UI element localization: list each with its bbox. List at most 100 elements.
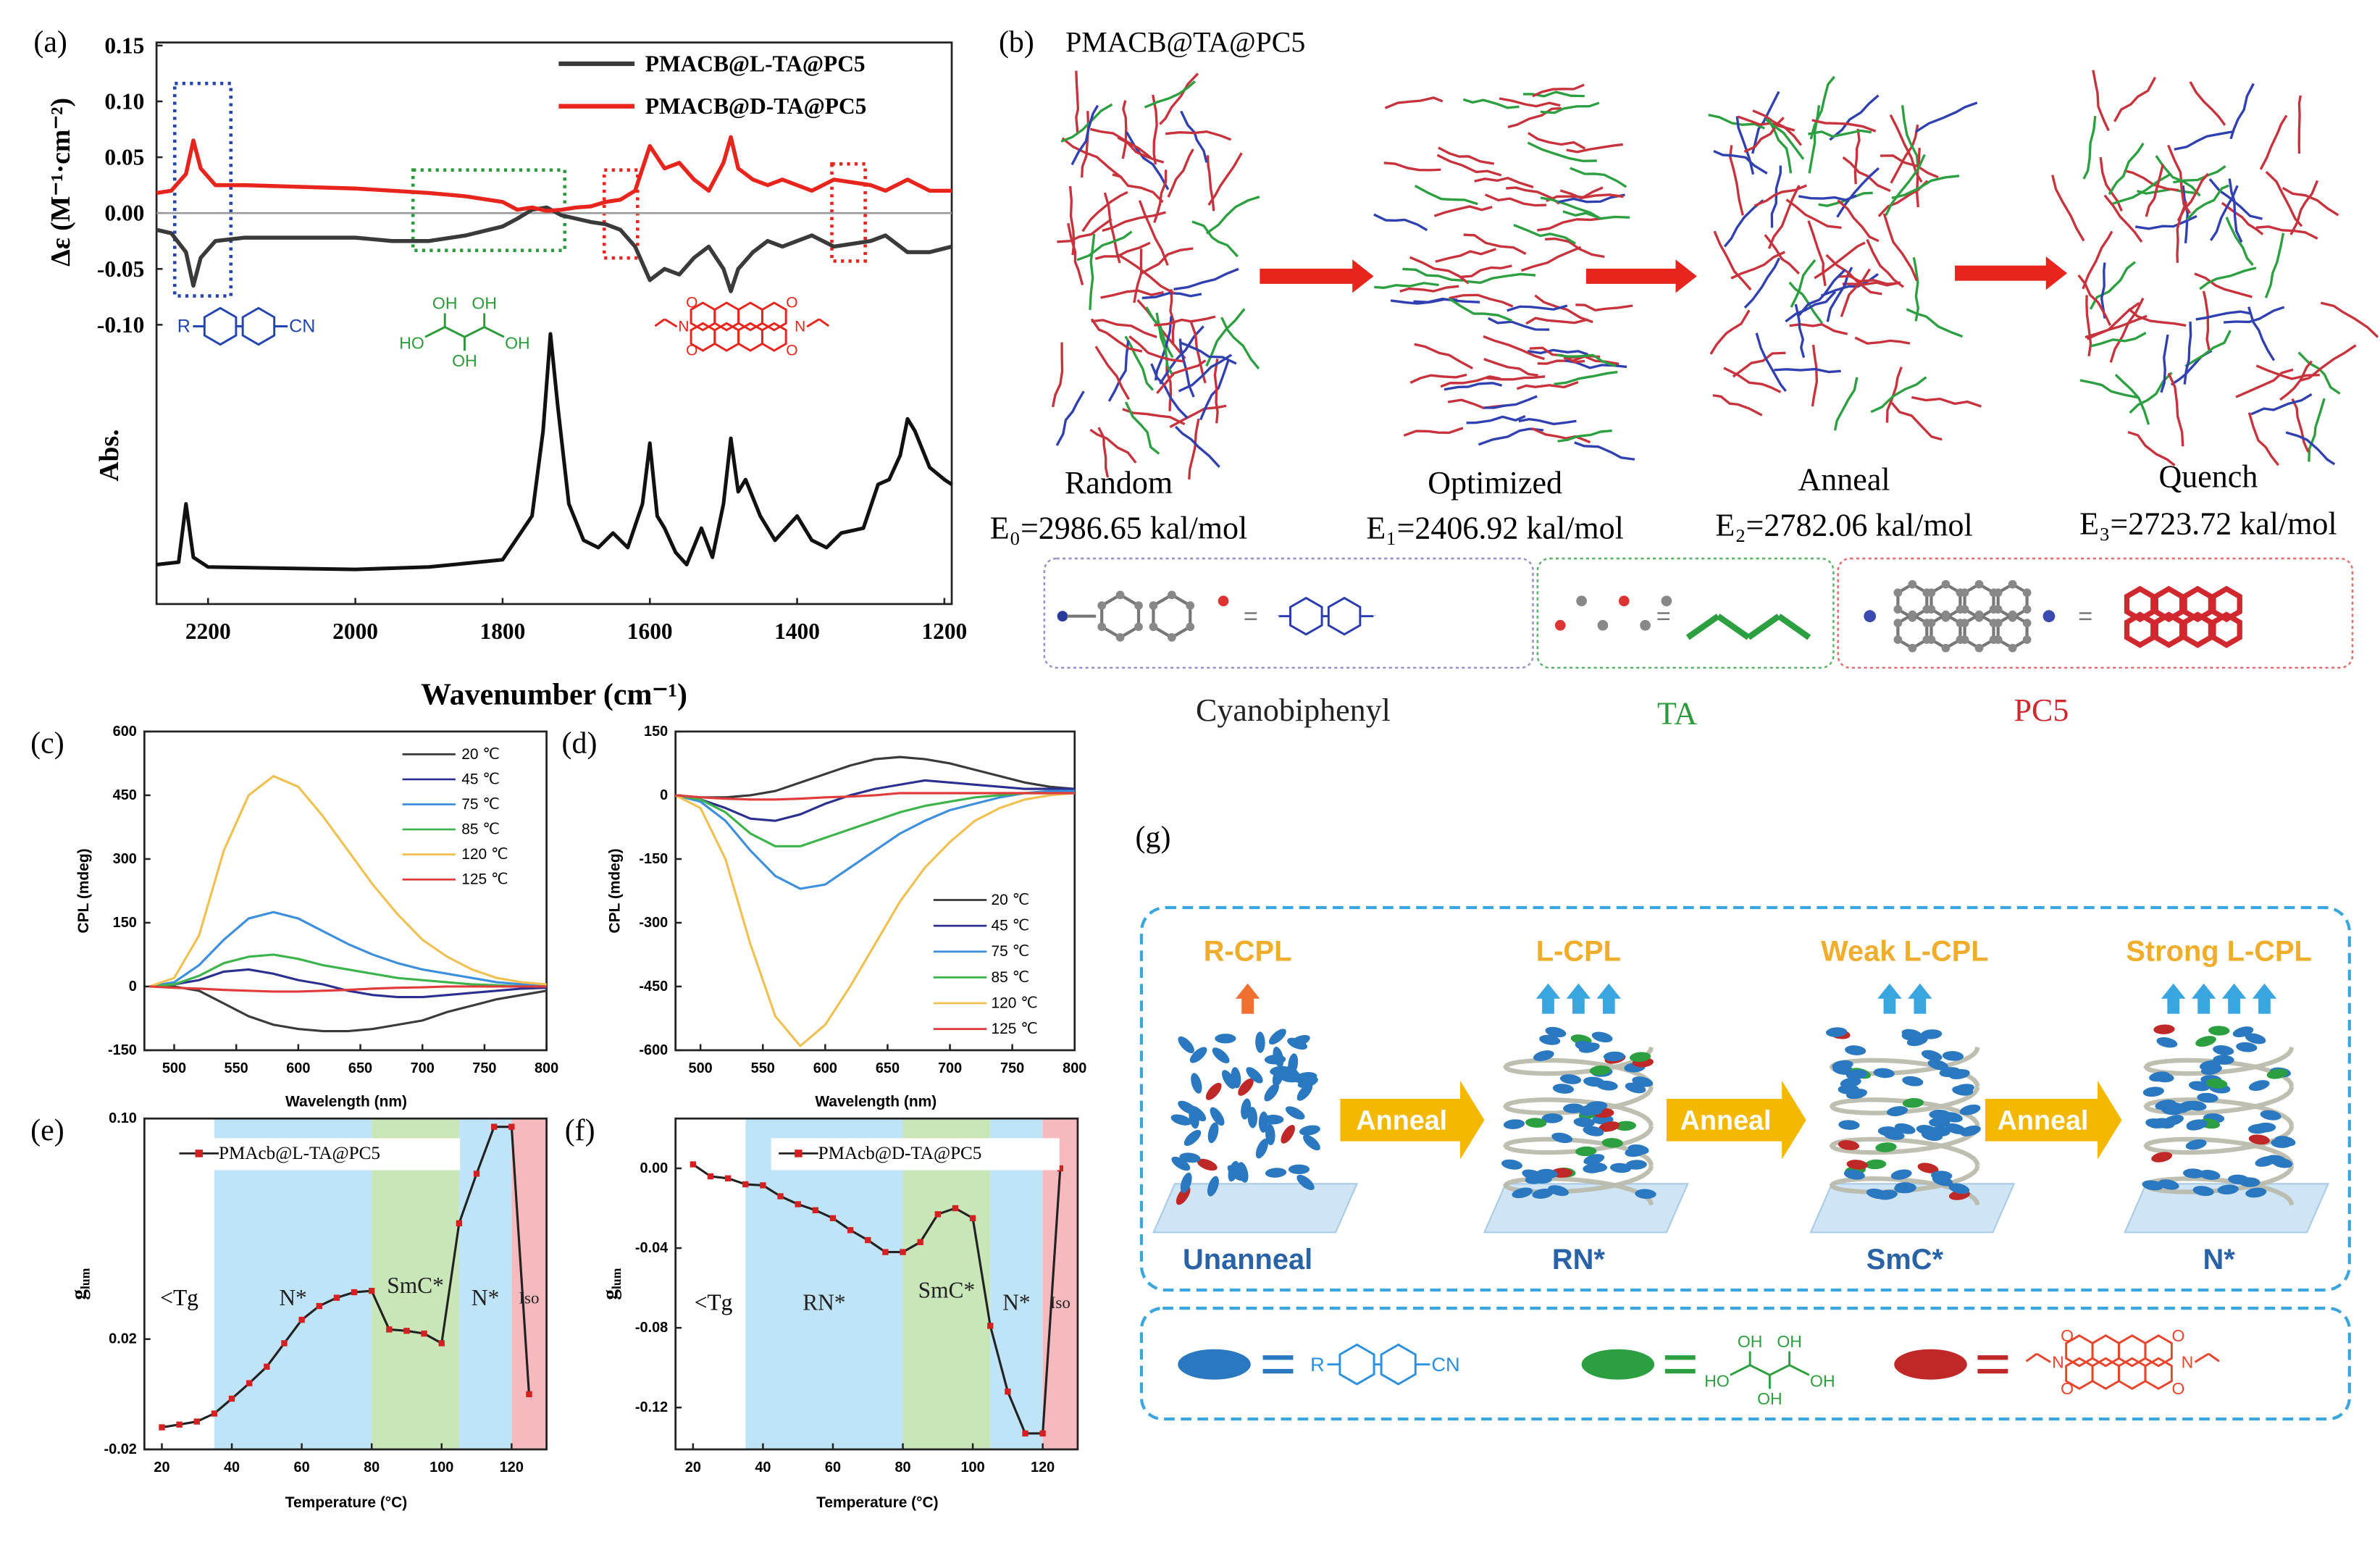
molecule-stick (1527, 141, 1597, 162)
panel-label: (e) (30, 1114, 64, 1147)
molecule-stick (1067, 222, 1084, 285)
cpl-arrow (1596, 983, 1622, 1014)
molecule-stick (2092, 70, 2110, 132)
molecule-stick (1525, 317, 1588, 325)
molecule (1927, 1059, 1949, 1071)
emission-label: R-CPL (1204, 936, 1292, 968)
molecule (1603, 1051, 1625, 1062)
data-point (742, 1181, 749, 1188)
data-point (211, 1410, 218, 1417)
molecule-stick (1785, 290, 1837, 323)
anneal-arrow (1985, 1080, 2122, 1160)
molecule-stick (1153, 169, 1168, 223)
data-line (675, 779, 1075, 822)
data-point (508, 1123, 515, 1130)
data-point (351, 1289, 358, 1296)
molecule-stick (1165, 130, 1232, 141)
molecule-stick (1435, 248, 1496, 263)
atom (1057, 611, 1068, 622)
molecule-stick (1527, 132, 1586, 150)
molecule-stick (1737, 115, 1796, 132)
data-point (690, 1161, 697, 1168)
atom-label: OH (505, 333, 530, 352)
molecule (1551, 1132, 1573, 1144)
molecule-stick (1885, 154, 1926, 217)
x-tick-label: 80 (364, 1460, 380, 1475)
molecule-stick (2279, 360, 2313, 401)
molecule-stick (1449, 297, 1513, 322)
molecule (1170, 1114, 1192, 1126)
atom (2022, 588, 2032, 598)
phase-region (372, 1118, 459, 1449)
atom-label: OH (472, 294, 497, 313)
molecule (1207, 1176, 1219, 1197)
molecule-stick (1205, 196, 1260, 235)
ring (737, 301, 763, 332)
molecule (1559, 1074, 1582, 1084)
phase-region (745, 1118, 903, 1449)
molecule-stick (2103, 194, 2143, 243)
x-tick-label: 500 (162, 1060, 186, 1076)
atom (2042, 610, 2056, 623)
atom (1554, 619, 1566, 631)
ring (1100, 593, 1141, 640)
bond (663, 318, 678, 328)
x-tick-label: 40 (755, 1460, 771, 1475)
molecule-stick (2184, 330, 2232, 368)
data-point (438, 1340, 445, 1347)
molecule (2248, 1080, 2270, 1091)
molecule-stick (1459, 264, 1512, 279)
molecule-stick (2297, 95, 2302, 154)
molecule-stick (1150, 363, 1189, 419)
atom (1864, 610, 1877, 623)
atom (1960, 588, 1969, 598)
molecule-stick (1081, 190, 1128, 233)
dotted-box (172, 81, 233, 298)
molecule-stick (2082, 230, 2113, 290)
molecule-stick (1478, 427, 1544, 446)
molecule (2142, 1180, 2163, 1191)
molecule-stick (1807, 220, 1827, 287)
atom (1576, 595, 1587, 607)
helix (1503, 1046, 1654, 1088)
y-axis-title: Δε (M⁻¹·cm⁻²) (46, 98, 76, 267)
data-point (882, 1249, 889, 1255)
molecule-stick (1057, 218, 1113, 243)
molecule-stick (1070, 104, 1099, 166)
molecule-stick (2299, 344, 2357, 382)
molecule-stick (1178, 338, 1195, 398)
atom-label: OH (1810, 1371, 1835, 1390)
cpl-arrow (2252, 983, 2277, 1014)
y-axis-title-sub: lum (78, 1268, 93, 1289)
molecule-stick (1374, 282, 1439, 289)
molecule (1921, 1029, 1943, 1039)
y-axis-title-sub: lum (609, 1268, 624, 1289)
molecule-stick (2113, 77, 2157, 122)
phase-label: RN* (803, 1289, 845, 1315)
ring (2211, 611, 2242, 648)
molecule (1614, 1121, 1636, 1131)
molecule (2248, 1134, 2270, 1145)
molecule-stick (1206, 155, 1215, 212)
molecule-stick (1091, 319, 1157, 338)
x-tick-label: 2000 (332, 619, 378, 644)
data-point (795, 1201, 801, 1207)
helix (2143, 1046, 2295, 1088)
molecule-stick (1124, 401, 1160, 455)
legend-label: 45 ℃ (992, 918, 1030, 934)
ring (203, 306, 238, 346)
x-axis-title: Wavenumber (cm⁻¹) (421, 679, 687, 712)
molecule-stick (1825, 254, 1882, 296)
molecule (1552, 1084, 1575, 1094)
bond (1749, 1364, 1771, 1376)
molecule-stick (1743, 257, 1781, 309)
molecule (2245, 1187, 2267, 1198)
atom-label: OH (432, 294, 458, 313)
molecule-stick (2320, 301, 2379, 338)
phase-label: N* (2203, 1244, 2235, 1276)
bond (484, 326, 505, 338)
molecule (2197, 1092, 2218, 1103)
plot-frame (143, 1117, 548, 1451)
bond (1730, 1364, 1751, 1376)
